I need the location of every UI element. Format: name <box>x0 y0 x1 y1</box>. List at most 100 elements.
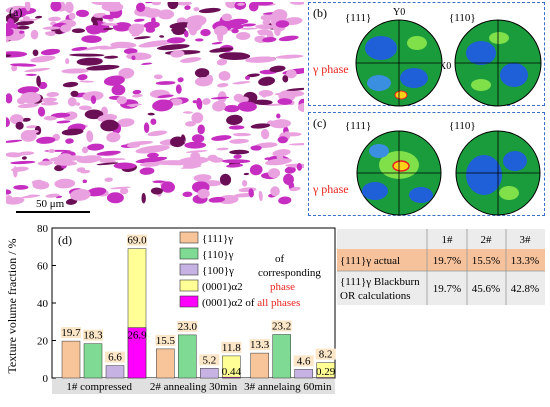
grain <box>46 91 59 98</box>
bar-value-label: 18.3 <box>83 330 103 342</box>
grain <box>245 75 250 80</box>
bar-value-label: 26.9 <box>127 330 147 342</box>
grain <box>131 55 136 61</box>
panel-c-pole-figures: (c) {111} {110} γ phase <box>308 112 545 216</box>
y-tick-label: 40 <box>37 298 49 310</box>
pole-figure-b-left-title: {111} <box>345 12 371 24</box>
grain <box>276 113 281 119</box>
grain <box>274 27 281 36</box>
grain <box>79 45 109 51</box>
grain <box>81 35 102 44</box>
table-header-1: 1# <box>442 234 454 246</box>
category-strip <box>52 378 335 394</box>
grain <box>265 158 292 166</box>
bar-value-label: 15.5 <box>156 335 176 347</box>
bar-label-bg <box>83 329 103 341</box>
grain <box>155 81 176 85</box>
grain <box>17 86 40 94</box>
grain <box>157 9 175 20</box>
grain <box>86 130 94 143</box>
grain <box>192 100 198 104</box>
grain <box>36 136 56 144</box>
grain <box>278 196 292 205</box>
legend-entry: {110}γ <box>202 249 234 261</box>
grain <box>227 18 249 25</box>
grain <box>116 96 127 105</box>
grain <box>245 56 277 63</box>
grain <box>171 27 186 33</box>
grain <box>194 68 210 78</box>
grain <box>70 90 79 97</box>
grain <box>183 161 202 169</box>
bar-label-bg <box>61 327 81 339</box>
grain <box>56 120 71 124</box>
grain <box>99 45 124 50</box>
grain <box>17 103 39 109</box>
grain <box>76 9 89 18</box>
grain <box>200 28 211 37</box>
grain <box>268 168 281 179</box>
bar-value-label: 23.2 <box>272 321 291 333</box>
grain <box>54 178 76 189</box>
grain <box>43 115 57 121</box>
grain <box>193 174 212 182</box>
grain <box>147 152 159 159</box>
grain <box>262 19 271 26</box>
pole-figure-b-110 <box>454 19 542 107</box>
grain <box>84 109 104 120</box>
table-row1-value-3: 13.3% <box>511 255 539 267</box>
table-row1-value-2: 15.5% <box>472 255 500 267</box>
grain <box>128 23 145 36</box>
grain <box>143 21 160 29</box>
y-tick-label: 80 <box>37 223 49 235</box>
bar-value-label: 4.6 <box>297 355 311 367</box>
table-row2-label-line2: OR calculations <box>340 290 411 302</box>
grain <box>289 186 301 192</box>
grain <box>45 193 60 198</box>
y-axis-label: Texture volume fraction / % <box>5 238 19 373</box>
grain <box>231 28 239 34</box>
grain <box>20 129 37 142</box>
table-row1-label: {111}γ actual <box>340 255 400 267</box>
grain <box>157 94 174 99</box>
bar <box>222 376 241 379</box>
grain <box>153 74 163 80</box>
grain <box>26 125 38 129</box>
grain <box>208 196 225 203</box>
bar-value-label: 8.2 <box>319 349 333 361</box>
pole-figure-c-111 <box>356 130 442 216</box>
grain <box>185 150 208 153</box>
table-row2-label-line1: {111}γ Blackburn <box>340 276 420 288</box>
grain <box>197 188 210 199</box>
grain <box>100 119 119 132</box>
grain <box>170 136 185 148</box>
grain <box>101 1 124 12</box>
grain <box>86 64 120 71</box>
grain <box>113 162 136 170</box>
grain <box>10 160 36 165</box>
grain <box>24 67 51 73</box>
grain <box>250 123 271 129</box>
grain <box>81 146 89 154</box>
legend-swatch <box>179 263 199 276</box>
grain <box>182 191 193 198</box>
grain <box>141 62 153 65</box>
grain <box>48 148 56 154</box>
grain <box>216 58 228 66</box>
grain <box>264 157 272 160</box>
grain <box>5 93 13 104</box>
y-tick-label: 60 <box>37 261 49 273</box>
grain <box>40 48 60 56</box>
grain <box>212 100 226 112</box>
grain <box>169 22 191 29</box>
grain <box>132 94 143 98</box>
table-row2-value-3: 42.8% <box>511 283 539 295</box>
grain <box>139 162 160 167</box>
grain <box>151 0 161 6</box>
bar <box>294 369 313 379</box>
grain <box>90 95 97 104</box>
bar-label-bg <box>127 234 147 246</box>
y-tick-label: 0 <box>43 373 49 385</box>
grain <box>290 0 306 5</box>
grain <box>103 75 125 86</box>
